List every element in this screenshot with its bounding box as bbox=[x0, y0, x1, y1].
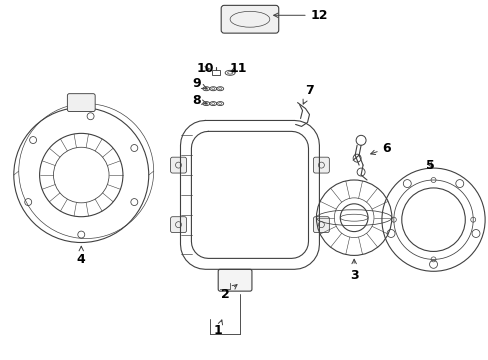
Text: 4: 4 bbox=[77, 246, 85, 266]
FancyBboxPatch shape bbox=[67, 94, 95, 112]
FancyBboxPatch shape bbox=[313, 217, 328, 233]
FancyBboxPatch shape bbox=[170, 157, 186, 173]
Text: 2: 2 bbox=[220, 285, 237, 301]
Text: 8: 8 bbox=[192, 94, 206, 107]
Text: 12: 12 bbox=[273, 9, 327, 22]
Text: 10: 10 bbox=[196, 62, 214, 75]
Text: 7: 7 bbox=[303, 84, 313, 104]
Text: 1: 1 bbox=[213, 320, 222, 337]
FancyBboxPatch shape bbox=[221, 5, 278, 33]
FancyBboxPatch shape bbox=[313, 157, 328, 173]
Text: 3: 3 bbox=[349, 259, 358, 282]
FancyBboxPatch shape bbox=[170, 217, 186, 233]
Text: 6: 6 bbox=[370, 142, 390, 155]
Text: 9: 9 bbox=[192, 77, 206, 90]
Text: 5: 5 bbox=[426, 159, 434, 172]
Text: 11: 11 bbox=[229, 62, 246, 75]
FancyBboxPatch shape bbox=[218, 269, 251, 291]
